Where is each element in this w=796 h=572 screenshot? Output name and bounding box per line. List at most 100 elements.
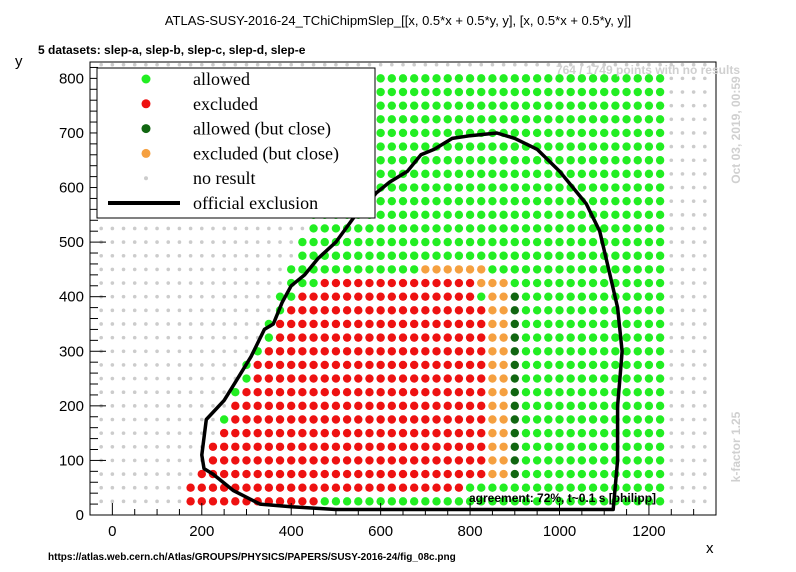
excluded-point (309, 347, 318, 356)
allowed-point (577, 415, 587, 424)
no-result-point (703, 485, 707, 490)
allowed-point (588, 387, 598, 397)
excluded-point (365, 333, 374, 342)
allowed-point (600, 415, 609, 424)
excluded-point (354, 415, 363, 424)
allowed-point (633, 415, 642, 424)
allowed-point (600, 265, 609, 274)
allowed-point (566, 483, 575, 492)
y-tick-label: 100 (59, 452, 84, 469)
excluded-point (197, 469, 206, 479)
no-result-point (188, 390, 193, 394)
allowed-point (432, 237, 441, 247)
allowed-point (555, 237, 564, 247)
excluded-point (454, 278, 464, 288)
excluded-point (443, 360, 452, 370)
excluded-point (421, 347, 430, 356)
excluded-point (231, 497, 240, 506)
allowed-point (532, 265, 542, 274)
excluded-close-point (488, 333, 497, 342)
allowed-point (555, 278, 564, 288)
allowed-point (611, 74, 620, 83)
no-result-point (669, 144, 674, 149)
legend-close_excluded-label: excluded (but close) (193, 143, 339, 164)
allowed-point (644, 292, 654, 301)
allowed-point (644, 128, 654, 138)
no-result-point (177, 253, 182, 258)
no-result-point (132, 390, 137, 394)
allowed-close-point (510, 319, 519, 329)
allowed-point (376, 156, 385, 165)
allowed-point (488, 101, 497, 110)
no-result-point (121, 226, 126, 231)
no-result-point (199, 322, 204, 326)
allowed-point (477, 101, 486, 110)
allowed-point (577, 87, 587, 97)
excluded-point (320, 469, 329, 479)
no-result-point (110, 485, 115, 490)
x-tick-label: 1200 (632, 523, 665, 540)
allowed-point (600, 142, 609, 151)
excluded-point (465, 333, 475, 342)
allowed-point (454, 169, 464, 179)
no-result-point (703, 376, 707, 381)
no-result-point (121, 253, 126, 258)
excluded-point (376, 292, 385, 301)
allowed-point (421, 237, 430, 247)
no-result-point (703, 281, 707, 285)
no-result-point (289, 240, 294, 244)
excluded-close-point (488, 278, 497, 288)
no-result-point (691, 444, 696, 449)
allowed-point (242, 374, 251, 383)
excluded-point (298, 456, 307, 465)
allowed-point (521, 469, 531, 479)
allowed-point (477, 483, 486, 492)
allowed-point (443, 196, 452, 206)
excluded-point (421, 428, 430, 438)
no-result-point (110, 363, 115, 367)
allowed-point (488, 169, 497, 179)
allowed-point (588, 142, 598, 151)
no-result-point (144, 404, 148, 408)
allowed-point (421, 224, 430, 233)
excluded-point (409, 387, 419, 397)
allowed-point (521, 442, 531, 451)
no-result-point (188, 240, 193, 244)
excluded-point (275, 360, 285, 370)
allowed-point (577, 224, 587, 233)
excluded-point (309, 401, 318, 411)
allowed-point (611, 115, 620, 124)
allowed-point (499, 74, 508, 83)
excluded-point (208, 483, 218, 492)
no-result-point (177, 322, 182, 326)
allowed-point (510, 278, 519, 288)
no-result-point (267, 240, 271, 244)
excluded-close-point (465, 265, 475, 274)
allowed-point (622, 237, 631, 247)
allowed-point (488, 224, 497, 233)
excluded-point (264, 483, 274, 492)
allowed-point (655, 101, 665, 110)
allowed-point (633, 497, 642, 506)
allowed-point (532, 333, 542, 342)
excluded-point (309, 497, 318, 506)
allowed-point (566, 128, 575, 138)
legend-allowed-marker (141, 74, 151, 84)
no-result-point (278, 240, 282, 244)
excluded-point (275, 387, 285, 397)
allowed-point (387, 87, 397, 97)
allowed-close-point (510, 347, 519, 356)
no-result-point (703, 472, 707, 476)
no-result-point (121, 417, 126, 422)
no-result-point (680, 62, 685, 67)
allowed-point (622, 224, 631, 233)
no-result-point (222, 226, 226, 231)
allowed-point (655, 401, 665, 411)
allowed-point (655, 456, 665, 465)
allowed-point (443, 169, 452, 179)
no-result-point (99, 472, 103, 476)
excluded-point (354, 333, 363, 342)
allowed-point (633, 374, 642, 383)
no-result-point (121, 308, 126, 313)
allowed-point (600, 469, 609, 479)
